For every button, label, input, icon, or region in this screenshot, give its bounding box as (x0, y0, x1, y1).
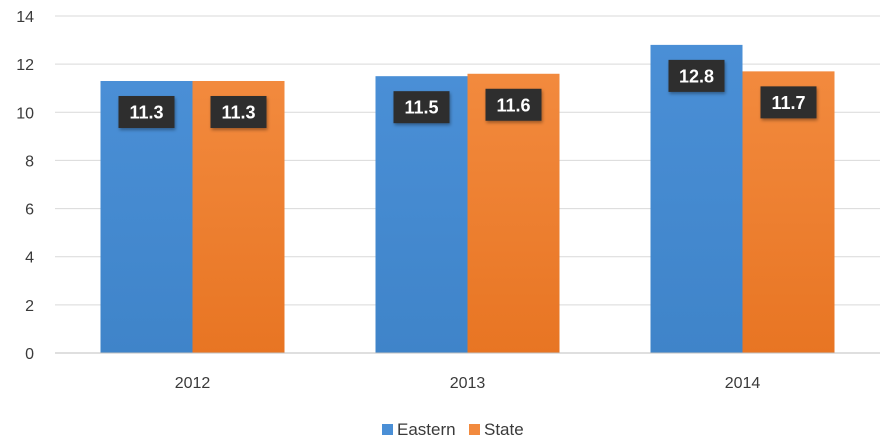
data-label-text: 11.7 (771, 93, 805, 113)
x-tick-label: 2013 (450, 375, 486, 392)
y-tick-label: 0 (25, 346, 34, 363)
y-tick-label: 12 (16, 57, 34, 74)
legend-label: State (484, 420, 524, 439)
data-label: 11.7 (760, 86, 817, 119)
x-tick-label: 2014 (725, 375, 761, 392)
legend-swatch (469, 424, 480, 435)
legend: Eastern State (382, 420, 524, 439)
data-label-text: 11.5 (404, 98, 438, 118)
data-label-box (210, 95, 267, 128)
legend-item-state: State (469, 420, 524, 439)
data-label-box (393, 91, 450, 124)
x-tick-label: 2012 (175, 375, 211, 392)
y-tick-label: 14 (16, 9, 34, 26)
legend-swatch (382, 424, 393, 435)
data-label-text: 11.3 (129, 102, 163, 122)
data-label-box (485, 88, 542, 121)
data-label: 11.3 (210, 95, 267, 128)
data-label-text: 12.8 (679, 66, 714, 86)
data-label: 11.3 (118, 95, 175, 128)
bar-eastern-2014 (650, 44, 743, 354)
x-axis-ticks: 2012 2013 2014 (175, 375, 761, 392)
y-tick-label: 8 (25, 153, 34, 170)
data-label-box (668, 59, 725, 92)
data-label-box (760, 86, 817, 119)
data-label-text: 11.3 (221, 102, 255, 122)
legend-item-eastern: Eastern (382, 420, 456, 439)
y-tick-label: 2 (25, 298, 34, 315)
legend-label: Eastern (397, 420, 456, 439)
data-labels: 11.3 11.3 11.5 11.6 12.8 11.7 (118, 59, 817, 128)
y-tick-label: 4 (25, 250, 34, 267)
data-label: 12.8 (668, 59, 725, 92)
data-label-box (118, 95, 175, 128)
y-axis-ticks: 0 2 4 6 8 10 12 14 (16, 9, 34, 363)
y-tick-label: 6 (25, 202, 34, 219)
data-label-text: 11.6 (496, 95, 530, 115)
y-tick-label: 10 (16, 105, 34, 122)
data-label: 11.5 (393, 91, 450, 124)
data-label: 11.6 (485, 88, 542, 121)
